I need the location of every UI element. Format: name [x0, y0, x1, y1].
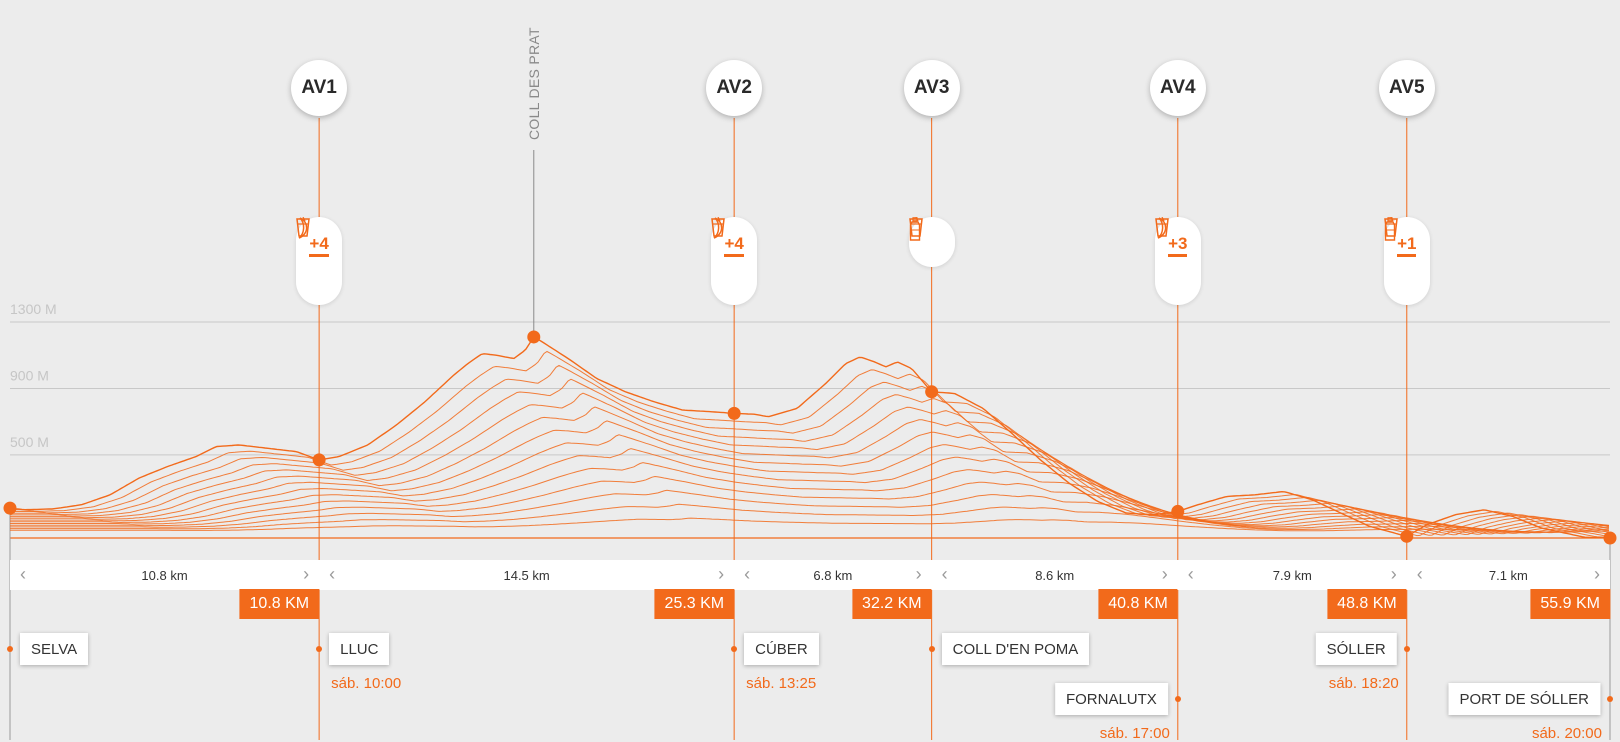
chevron-right-icon[interactable]: ›: [303, 564, 310, 584]
segment-distance-label: 8.6 km: [1035, 567, 1075, 583]
aid-station-badge: AV2: [706, 60, 763, 116]
profile-contour-line: [10, 406, 1610, 536]
elevation-tick-label: 1300 M: [10, 301, 57, 317]
supply-badge: +3: [1154, 217, 1201, 305]
segment-distance-label: 6.8 km: [813, 567, 853, 583]
station-point: [1400, 529, 1414, 543]
place-dot: [7, 646, 13, 652]
place-dot: [731, 646, 738, 652]
profile-contour-line: [10, 364, 1610, 537]
place-dot: [1403, 646, 1410, 652]
profile-contour-line: [10, 475, 1610, 534]
route-endpoint: [1603, 531, 1617, 545]
chevron-right-icon[interactable]: ›: [1161, 564, 1168, 584]
cumulative-distance-tag: 32.2 KM: [852, 589, 932, 619]
station-point: [1171, 504, 1185, 518]
place-dot: [928, 646, 935, 652]
cumulative-distance-tag: 10.8 KM: [239, 589, 320, 619]
place-time: sáb. 18:20: [1328, 675, 1399, 692]
profile-contour-line: [10, 434, 1610, 535]
profile-contour-line: [10, 517, 1609, 533]
supply-count: +1: [1397, 234, 1417, 257]
segment-distance-label: 7.1 km: [1488, 567, 1528, 583]
aid-station-badge: AV4: [1149, 60, 1206, 116]
supply-count: +4: [724, 234, 744, 257]
chevron-left-icon[interactable]: ‹: [1416, 564, 1423, 584]
supply-count: +3: [1168, 234, 1188, 257]
segment-distance-bar: ‹ 10.8 km › ‹ 14.5 km › ‹ 6.8 km › ‹ 8.6 km › ‹ 7.9 k…: [10, 560, 1610, 590]
segment-distance[interactable]: ‹ 7.1 km ›: [1411, 560, 1606, 590]
peak-label: COLL DES PRAT: [526, 27, 542, 140]
place-label: SELVA: [20, 633, 89, 665]
chevron-left-icon[interactable]: ‹: [20, 564, 26, 584]
place-label: PORT DE SÓLLER: [1448, 683, 1600, 715]
place-label: LLUC: [329, 633, 390, 665]
route-endpoint: [3, 501, 17, 515]
supply-badge: +4: [711, 217, 758, 305]
place-dot: [1607, 696, 1613, 702]
place-time: sáb. 13:25: [746, 675, 817, 692]
station-point: [727, 406, 741, 420]
place-label: FORNALUTX: [1054, 683, 1168, 715]
elevation-tick-label: 900 M: [10, 367, 49, 383]
supply-badge: [908, 217, 955, 267]
chevron-right-icon[interactable]: ›: [1390, 564, 1397, 584]
profile-contour-line: [10, 489, 1610, 534]
chevron-right-icon[interactable]: ›: [1593, 564, 1600, 584]
cumulative-distance-tag: 48.8 KM: [1327, 589, 1407, 619]
cumulative-distance-tag: 25.3 KM: [654, 589, 735, 619]
segment-distance-label: 14.5 km: [503, 567, 550, 583]
profile-contour-line: [10, 462, 1610, 534]
supply-badge: +4: [296, 217, 343, 305]
chevron-left-icon[interactable]: ‹: [941, 564, 948, 584]
bottle-icon: [1384, 217, 1395, 241]
aid-station-badge: AV5: [1378, 60, 1435, 116]
elevation-tick-label: 500 M: [10, 434, 49, 450]
profile-line: [9, 336, 1610, 539]
place-label: CÚBER: [744, 633, 819, 665]
cumulative-distance-tag: 40.8 KM: [1098, 589, 1178, 619]
segment-distance[interactable]: ‹ 7.9 km ›: [1182, 560, 1403, 590]
aid-station-badge: AV3: [903, 60, 960, 116]
chevron-right-icon[interactable]: ›: [718, 564, 725, 584]
station-point: [925, 385, 939, 399]
segment-distance[interactable]: ‹ 8.6 km ›: [936, 560, 1174, 590]
chevron-left-icon[interactable]: ‹: [744, 564, 751, 584]
place-dot: [1174, 696, 1181, 702]
segment-distance[interactable]: ‹ 14.5 km ›: [323, 560, 730, 590]
place-time: sáb. 20:00: [1531, 725, 1602, 742]
aid-station-badge: AV1: [291, 60, 348, 116]
segment-distance-label: 7.9 km: [1272, 567, 1312, 583]
banana-icon: [298, 217, 308, 239]
profile-contour-line: [10, 378, 1610, 536]
banana-icon: [1157, 217, 1167, 239]
place-time: sáb. 10:00: [331, 675, 402, 692]
place-label: SÓLLER: [1315, 633, 1397, 665]
supply-count: +4: [309, 234, 329, 257]
place-dot: [316, 646, 323, 652]
chevron-right-icon[interactable]: ›: [915, 564, 922, 584]
station-point: [312, 453, 326, 467]
segment-distance[interactable]: ‹ 10.8 km ›: [14, 560, 315, 590]
segment-distance[interactable]: ‹ 6.8 km ›: [738, 560, 927, 590]
profile-contour-line: [10, 448, 1610, 535]
place-label: COLL D'EN POMA: [941, 633, 1090, 665]
cumulative-distance-tag: 55.9 KM: [1530, 589, 1610, 619]
peak-point: [527, 330, 541, 344]
place-time: sáb. 17:00: [1099, 725, 1170, 742]
supply-badge: +1: [1383, 217, 1430, 305]
segment-distance-label: 10.8 km: [141, 567, 188, 583]
profile-contour-line: [10, 350, 1610, 538]
chevron-left-icon[interactable]: ‹: [1187, 564, 1194, 584]
banana-icon: [713, 217, 723, 239]
bottle-icon: [909, 217, 920, 241]
profile-contour-line: [10, 503, 1610, 534]
chevron-left-icon[interactable]: ‹: [329, 564, 336, 584]
